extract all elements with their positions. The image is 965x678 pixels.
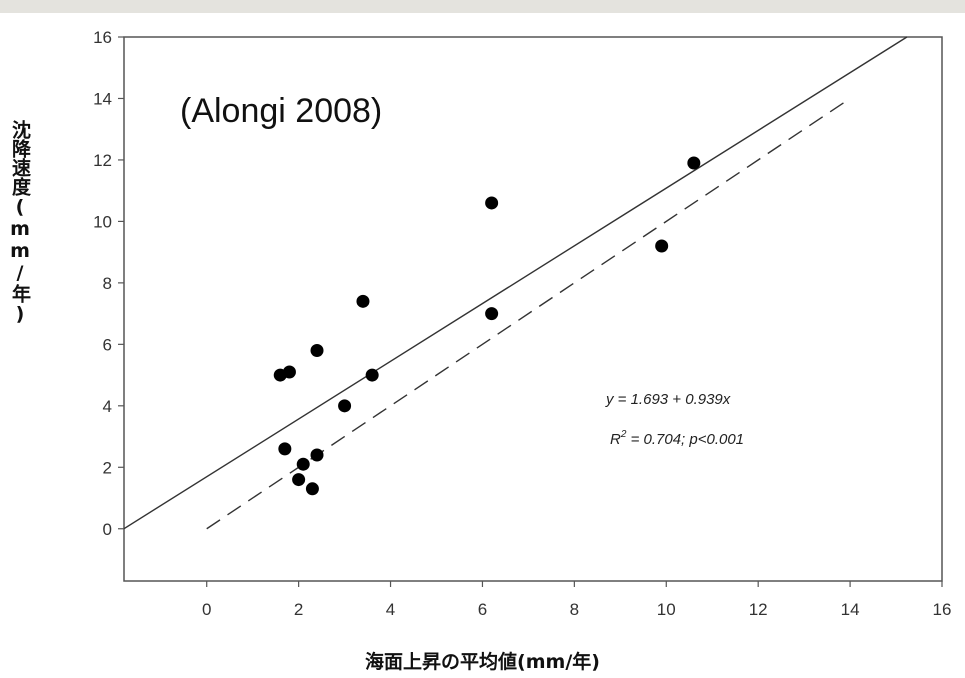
data-point <box>485 196 499 210</box>
y-tick-label: 4 <box>103 397 112 416</box>
data-point <box>365 368 379 382</box>
y-tick-label: 2 <box>103 458 112 477</box>
data-point <box>282 365 296 379</box>
plot-frame <box>123 36 943 582</box>
x-tick-label: 12 <box>749 600 768 619</box>
y-tick-label: 10 <box>93 212 112 231</box>
data-points <box>273 156 701 496</box>
data-point <box>296 457 310 471</box>
x-tick-label: 16 <box>933 600 952 619</box>
r-squared-symbol: R <box>610 431 621 448</box>
x-tick-label: 14 <box>841 600 860 619</box>
y-tick-label: 6 <box>103 335 112 354</box>
data-point <box>687 156 701 170</box>
y-tick-label: 8 <box>103 274 112 293</box>
data-point <box>338 399 352 413</box>
y-tick-label: 0 <box>103 520 112 539</box>
y-tick-label: 12 <box>93 151 112 170</box>
r-squared-superscript: 2 <box>620 429 627 440</box>
r-squared-label: R2 = 0.704; p<0.001 <box>610 429 744 448</box>
x-tick-label: 4 <box>386 600 395 619</box>
x-tick-label: 2 <box>294 600 303 619</box>
data-point <box>655 239 669 253</box>
axis-ticks: 0 2 4 6 8 10 12 14 16 0 2 4 6 8 10 12 14 16 <box>93 28 951 619</box>
data-point <box>278 442 292 456</box>
y-axis-label: 沈降速度(mm/年) <box>9 120 31 325</box>
data-point <box>310 448 324 462</box>
x-tick-label: 0 <box>202 600 211 619</box>
top-band <box>0 0 965 13</box>
regression-equation: y = 1.693 + 0.939x <box>605 391 731 408</box>
x-axis-label: 海面上昇の平均値(mm/年) <box>365 651 600 673</box>
x-tick-label: 10 <box>657 600 676 619</box>
x-tick-label: 6 <box>478 600 487 619</box>
y-tick-label: 16 <box>93 28 112 47</box>
citation-annotation: (Alongi 2008) <box>180 92 382 130</box>
data-point <box>356 294 370 308</box>
r-squared-value: = 0.704; p<0.001 <box>626 431 744 448</box>
data-point <box>485 307 499 321</box>
x-tick-label: 8 <box>570 600 579 619</box>
y-tick-label: 14 <box>93 89 112 108</box>
data-point <box>305 482 319 496</box>
data-point <box>310 343 324 357</box>
fit-line <box>123 36 908 530</box>
data-point <box>292 473 306 487</box>
